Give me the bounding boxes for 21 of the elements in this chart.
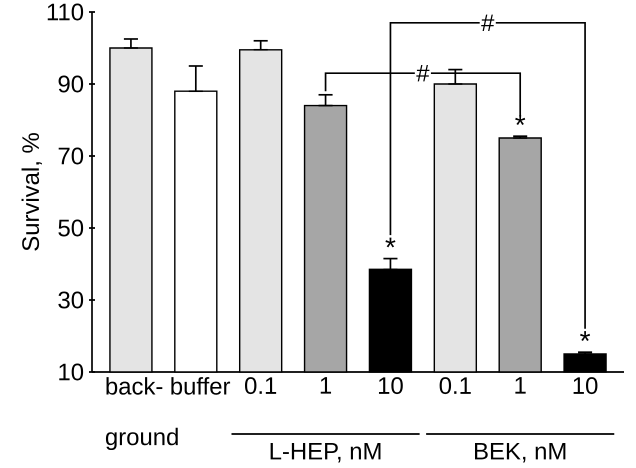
text: BEK, nM <box>475 442 566 462</box>
y-tick-label: 30 <box>58 292 84 308</box>
x-tick-label: 10 <box>574 377 598 394</box>
y-tick-label: 110 <box>48 4 84 20</box>
x-tick-label: 10 <box>378 377 403 394</box>
text: L-HEP, nM <box>270 442 380 462</box>
y-tick-label: 70 <box>58 148 84 164</box>
y-tick-label: 10 <box>59 364 84 380</box>
annotation: * <box>580 331 590 342</box>
annotation: # <box>481 14 494 31</box>
y-axis-title: Survival, % <box>22 133 42 251</box>
x-tick-label: 1 <box>515 377 526 394</box>
x-tick-label: 0.1 <box>440 377 471 394</box>
annotation: # <box>416 65 430 82</box>
annotation: * <box>385 238 396 248</box>
x-tick-label: 0.1 <box>245 377 276 394</box>
annotation: * <box>515 115 526 126</box>
y-tick-label: 90 <box>58 76 84 92</box>
y-tick-label: 50 <box>58 220 84 236</box>
x-tick-label: buffer <box>171 377 230 395</box>
x-tick-label: 1 <box>320 377 332 394</box>
